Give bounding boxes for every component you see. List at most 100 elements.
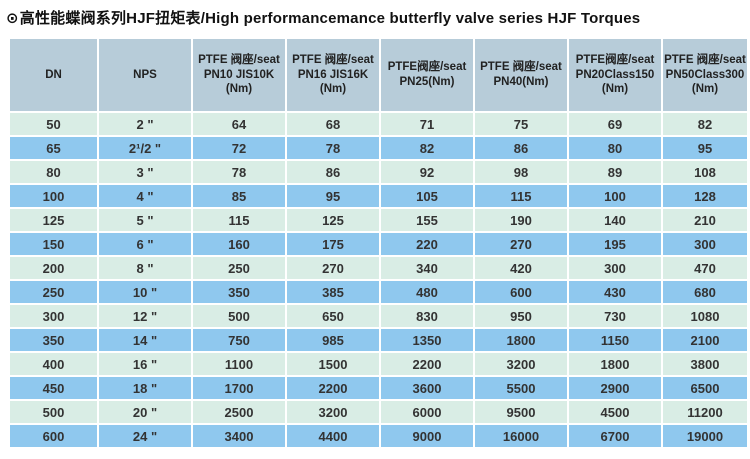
table-cell: 12 " xyxy=(99,305,191,327)
table-cell: 125 xyxy=(10,209,97,231)
table-cell: 195 xyxy=(569,233,661,255)
table-cell: 1100 xyxy=(193,353,285,375)
column-header: PTFE 阀座/seat PN50Class300 (Nm) xyxy=(663,39,747,111)
table-row: 65 2¹/2 " 72 78 82 86 80 95 xyxy=(10,137,747,159)
table-cell: 16 " xyxy=(99,353,191,375)
table-cell: 18 " xyxy=(99,377,191,399)
table-cell: 250 xyxy=(10,281,97,303)
table-cell: 78 xyxy=(193,161,285,183)
table-cell: 1800 xyxy=(569,353,661,375)
table-cell: 1080 xyxy=(663,305,747,327)
table-cell: 500 xyxy=(10,401,97,423)
table-cell: 155 xyxy=(381,209,473,231)
table-cell: 3200 xyxy=(287,401,379,423)
table-row: 150 6 " 160 175 220 270 195 300 xyxy=(10,233,747,255)
table-cell: 300 xyxy=(569,257,661,279)
table-cell: 985 xyxy=(287,329,379,351)
table-cell: 2100 xyxy=(663,329,747,351)
table-cell: 270 xyxy=(287,257,379,279)
table-cell: 750 xyxy=(193,329,285,351)
table-cell: 385 xyxy=(287,281,379,303)
table-cell: 4500 xyxy=(569,401,661,423)
table-cell: 100 xyxy=(569,185,661,207)
table-body: 50 2 " 64 68 71 75 69 82 65 2¹/2 " 72 78 82 86 80 95 80 3… xyxy=(10,113,747,447)
table-cell: 200 xyxy=(10,257,97,279)
table-cell: 14 " xyxy=(99,329,191,351)
table-cell: 950 xyxy=(475,305,567,327)
table-cell: 115 xyxy=(475,185,567,207)
table-cell: 220 xyxy=(381,233,473,255)
column-header: PTFE阀座/seat PN20Class150 (Nm) xyxy=(569,39,661,111)
column-header: PTFE阀座/seat PN25(Nm) xyxy=(381,39,473,111)
table-row: 50 2 " 64 68 71 75 69 82 xyxy=(10,113,747,135)
table-cell: 71 xyxy=(381,113,473,135)
table-row: 250 10 " 350 385 480 600 430 680 xyxy=(10,281,747,303)
table-cell: 480 xyxy=(381,281,473,303)
table-cell: 140 xyxy=(569,209,661,231)
table-cell: 78 xyxy=(287,137,379,159)
table-cell: 175 xyxy=(287,233,379,255)
table-cell: 420 xyxy=(475,257,567,279)
table-cell: 270 xyxy=(475,233,567,255)
table-cell: 430 xyxy=(569,281,661,303)
table-cell: 150 xyxy=(10,233,97,255)
table-cell: 105 xyxy=(381,185,473,207)
table-cell: 6500 xyxy=(663,377,747,399)
table-cell: 10 " xyxy=(99,281,191,303)
table-cell: 300 xyxy=(10,305,97,327)
table-cell: 8 " xyxy=(99,257,191,279)
table-cell: 4400 xyxy=(287,425,379,447)
header-row: DN NPS PTFE 阀座/seat PN10 JIS10K (Nm) PTFE 阀… xyxy=(10,39,747,111)
table-cell: 3 " xyxy=(99,161,191,183)
table-cell: 680 xyxy=(663,281,747,303)
table-cell: 80 xyxy=(569,137,661,159)
table-cell: 20 " xyxy=(99,401,191,423)
table-cell: 210 xyxy=(663,209,747,231)
table-cell: 108 xyxy=(663,161,747,183)
table-cell: 11200 xyxy=(663,401,747,423)
table-cell: 3800 xyxy=(663,353,747,375)
table-cell: 80 xyxy=(10,161,97,183)
table-row: 125 5 " 115 125 155 190 140 210 xyxy=(10,209,747,231)
table-cell: 1150 xyxy=(569,329,661,351)
table-cell: 650 xyxy=(287,305,379,327)
table-cell: 89 xyxy=(569,161,661,183)
table-cell: 1700 xyxy=(193,377,285,399)
table-cell: 86 xyxy=(287,161,379,183)
table-cell: 98 xyxy=(475,161,567,183)
table-cell: 95 xyxy=(287,185,379,207)
table-cell: 450 xyxy=(10,377,97,399)
table-cell: 86 xyxy=(475,137,567,159)
table-row: 350 14 " 750 985 1350 1800 1150 2100 xyxy=(10,329,747,351)
table-cell: 3600 xyxy=(381,377,473,399)
table-cell: 75 xyxy=(475,113,567,135)
table-cell: 400 xyxy=(10,353,97,375)
table-cell: 19000 xyxy=(663,425,747,447)
table-cell: 24 " xyxy=(99,425,191,447)
table-cell: 6000 xyxy=(381,401,473,423)
table-row: 400 16 " 1100 1500 2200 3200 1800 3800 xyxy=(10,353,747,375)
table-cell: 2200 xyxy=(287,377,379,399)
table-row: 600 24 " 3400 4400 9000 16000 6700 19000 xyxy=(10,425,747,447)
table-cell: 250 xyxy=(193,257,285,279)
table-cell: 830 xyxy=(381,305,473,327)
column-header: PTFE 阀座/seat PN10 JIS10K (Nm) xyxy=(193,39,285,111)
table-cell: 730 xyxy=(569,305,661,327)
table-cell: 82 xyxy=(663,113,747,135)
table-cell: 82 xyxy=(381,137,473,159)
column-header: PTFE 阀座/seat PN16 JIS16K (Nm) xyxy=(287,39,379,111)
table-cell: 5500 xyxy=(475,377,567,399)
torque-table: DN NPS PTFE 阀座/seat PN10 JIS10K (Nm) PTFE 阀… xyxy=(8,37,749,449)
table-cell: 6700 xyxy=(569,425,661,447)
table-cell: 9500 xyxy=(475,401,567,423)
table-cell: 3400 xyxy=(193,425,285,447)
table-row: 300 12 " 500 650 830 950 730 1080 xyxy=(10,305,747,327)
table-cell: 85 xyxy=(193,185,285,207)
table-cell: 350 xyxy=(193,281,285,303)
table-cell: 2900 xyxy=(569,377,661,399)
table-cell: 128 xyxy=(663,185,747,207)
table-cell: 300 xyxy=(663,233,747,255)
table-cell: 160 xyxy=(193,233,285,255)
table-cell: 2¹/2 " xyxy=(99,137,191,159)
